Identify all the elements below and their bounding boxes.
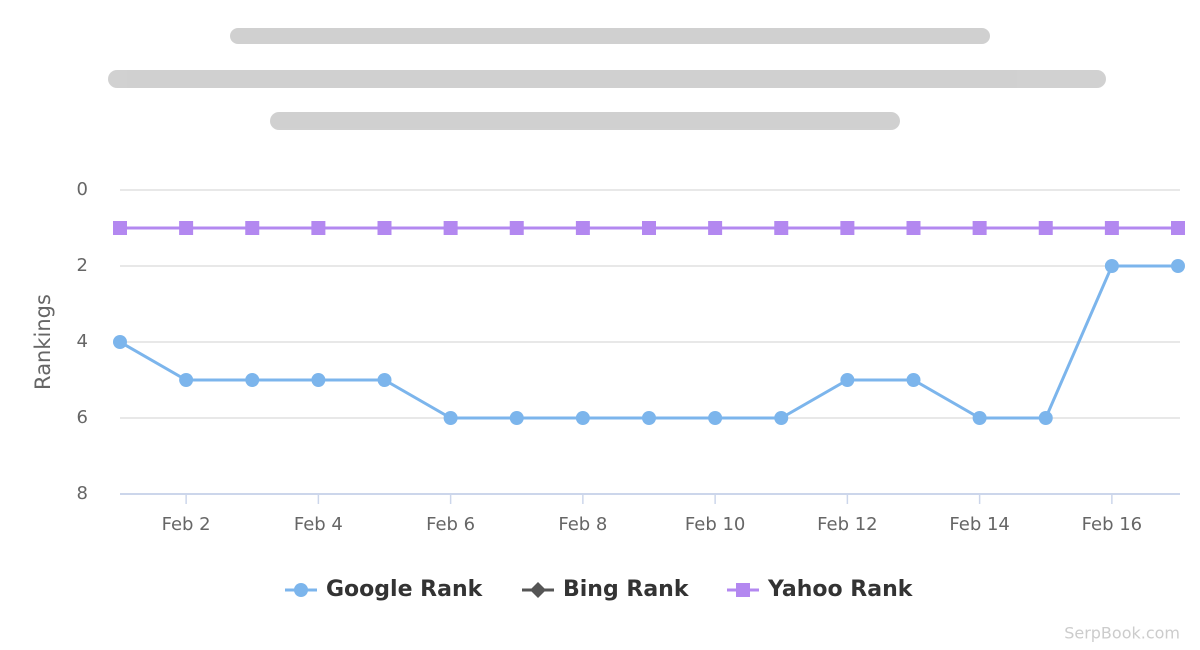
credit: SerpBook.com <box>1064 624 1180 643</box>
data-point <box>377 373 392 387</box>
y-axis-label: Rankings <box>31 294 55 390</box>
x-tick-label: Feb 4 <box>294 514 343 535</box>
legend-label: Bing Rank <box>563 577 690 602</box>
legend-label: Yahoo Rank <box>767 577 914 602</box>
data-point <box>774 411 789 425</box>
data-point <box>1171 221 1185 235</box>
data-point <box>1171 259 1185 273</box>
x-tick-label: Feb 16 <box>1082 514 1143 535</box>
data-point <box>906 221 921 235</box>
data-point <box>906 373 921 387</box>
legend-marker <box>530 582 546 598</box>
data-point <box>113 335 127 349</box>
data-point <box>642 221 656 235</box>
y-tick-label: 8 <box>77 483 88 504</box>
x-tick-label: Feb 8 <box>558 514 607 535</box>
data-point <box>1038 411 1053 425</box>
data-point <box>245 373 260 387</box>
x-tick-label: Feb 12 <box>817 514 878 535</box>
data-point <box>575 221 590 235</box>
legend-label: Google Rank <box>326 577 484 602</box>
data-point <box>509 221 524 235</box>
y-tick-label: 6 <box>77 407 88 428</box>
data-point <box>179 373 194 387</box>
data-point <box>972 221 987 235</box>
data-point <box>575 411 590 425</box>
x-tick-label: Feb 2 <box>162 514 211 535</box>
data-point <box>774 221 789 235</box>
data-point <box>311 373 326 387</box>
data-point <box>311 221 326 235</box>
data-point <box>179 221 194 235</box>
data-point <box>245 221 260 235</box>
data-point <box>1104 221 1119 235</box>
data-point <box>113 221 127 235</box>
y-tick-label: 2 <box>77 255 88 276</box>
data-point <box>443 411 458 425</box>
data-point <box>1038 221 1053 235</box>
data-point <box>708 221 723 235</box>
data-point <box>840 221 855 235</box>
data-point <box>509 411 524 425</box>
data-point <box>377 221 392 235</box>
blurred-title <box>108 28 1106 130</box>
data-point <box>708 411 723 425</box>
data-point <box>1104 259 1119 273</box>
x-tick-label: Feb 10 <box>685 514 746 535</box>
legend-marker <box>294 583 308 597</box>
data-point <box>972 411 987 425</box>
y-tick-label: 0 <box>77 179 88 200</box>
legend-marker <box>736 583 750 597</box>
x-tick-label: Feb 6 <box>426 514 475 535</box>
data-point <box>443 221 458 235</box>
data-point <box>642 411 656 425</box>
y-tick-label: 4 <box>77 331 88 352</box>
data-point <box>840 373 855 387</box>
x-tick-label: Feb 14 <box>949 514 1010 535</box>
